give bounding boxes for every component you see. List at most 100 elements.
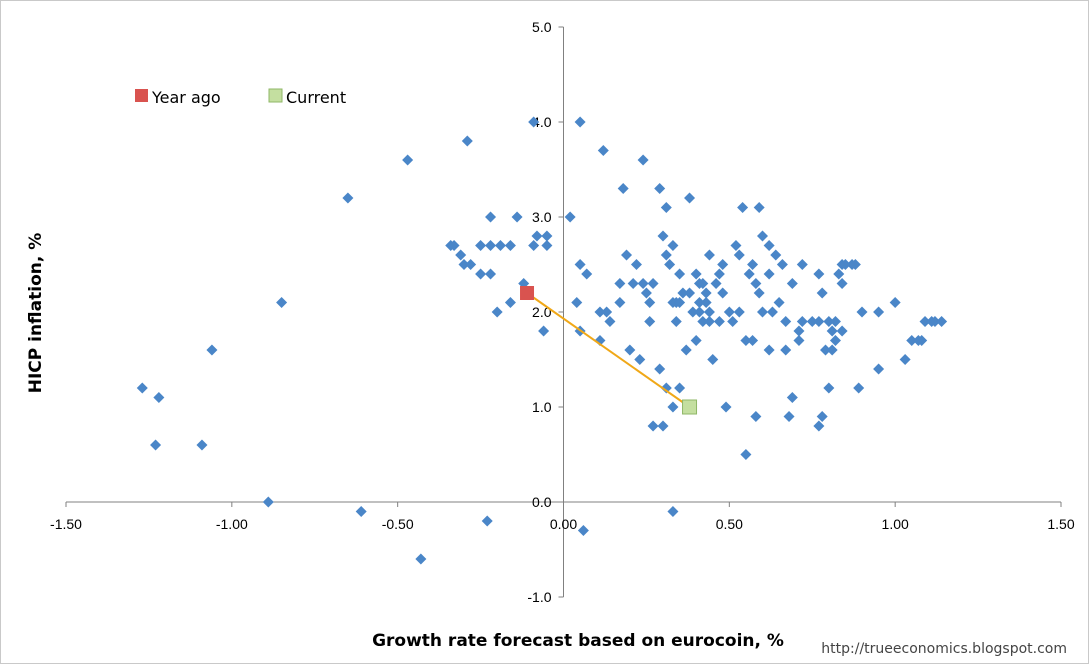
data-point: [660, 249, 672, 261]
data-point: [627, 278, 639, 289]
data-point: [836, 325, 848, 337]
data-point: [720, 401, 732, 413]
data-point: [637, 154, 649, 166]
data-point: [700, 297, 712, 308]
data-point: [750, 411, 762, 422]
y-tick-label: 1.0: [532, 399, 552, 415]
data-point: [936, 316, 948, 327]
data-point: [541, 240, 553, 251]
data-point: [730, 240, 742, 251]
data-point: [889, 297, 901, 308]
data-point: [465, 259, 477, 270]
data-point: [504, 240, 516, 251]
data-point: [786, 392, 798, 403]
data-point: [644, 316, 656, 327]
data-point: [448, 240, 460, 251]
data-point: [763, 268, 775, 280]
data-point: [690, 335, 702, 346]
data-point: [793, 335, 805, 346]
data-point: [796, 316, 808, 327]
x-tick-label: 1.00: [882, 516, 909, 532]
data-point: [906, 335, 918, 346]
data-point: [680, 344, 692, 356]
data-point: [674, 297, 686, 308]
data-point: [753, 287, 765, 299]
legend: Year ago Current: [135, 88, 346, 107]
data-point: [654, 363, 666, 375]
y-tick-label: 4.0: [532, 114, 552, 130]
x-tick-label: -1.00: [216, 516, 248, 532]
data-point: [743, 268, 755, 280]
data-point: [687, 306, 699, 318]
data-point: [136, 382, 148, 394]
data-point: [849, 259, 861, 270]
data-point: [674, 268, 686, 280]
data-point: [713, 316, 725, 327]
data-point: [710, 278, 722, 289]
data-point: [581, 268, 593, 280]
data-point: [597, 145, 609, 156]
data-points: [136, 116, 948, 565]
data-point: [690, 268, 702, 280]
data-point: [630, 259, 642, 270]
data-point: [262, 496, 274, 508]
data-point: [538, 325, 550, 337]
data-point: [491, 306, 503, 318]
data-point: [614, 278, 626, 289]
data-point: [793, 325, 805, 337]
data-point: [660, 382, 672, 394]
data-point: [664, 259, 676, 270]
x-axis-ticks: -1.50 -1.00 -0.50 0.00 0.50 1.00 1.50: [50, 502, 1075, 532]
current-marker: [682, 399, 698, 415]
x-tick-label: 1.50: [1047, 516, 1074, 532]
y-axis-ticks: -1.0 0.0 1.0 2.0 3.0 4.0 5.0: [527, 19, 564, 605]
data-point: [820, 344, 832, 356]
data-point: [703, 316, 715, 327]
data-point: [707, 354, 719, 365]
y-tick-label: -1.0: [527, 589, 551, 605]
data-point: [839, 259, 851, 270]
data-point: [813, 420, 825, 432]
data-point: [829, 316, 841, 327]
legend-swatch-year-ago: [135, 89, 148, 102]
data-point: [601, 306, 613, 318]
data-point: [697, 316, 709, 327]
legend-swatch-current: [268, 88, 283, 103]
data-point: [929, 316, 941, 327]
data-point: [796, 259, 808, 270]
data-point: [647, 278, 659, 289]
data-point: [713, 268, 725, 280]
data-point: [786, 278, 798, 289]
data-point: [677, 287, 689, 299]
year-ago-to-current-line: [526, 292, 691, 408]
data-point: [667, 240, 679, 251]
data-point: [693, 306, 705, 318]
data-point: [481, 515, 493, 527]
data-point: [475, 268, 487, 280]
data-point: [816, 287, 828, 299]
data-point: [660, 202, 672, 213]
data-point: [703, 306, 715, 318]
data-point: [667, 506, 679, 517]
y-tick-label: 2.0: [532, 304, 552, 320]
data-point: [494, 240, 506, 251]
data-point: [614, 297, 626, 308]
x-tick-label: -1.50: [50, 516, 82, 532]
data-point: [577, 525, 589, 536]
data-point: [717, 259, 729, 270]
data-point: [657, 230, 669, 242]
x-tick-label: 0.50: [716, 516, 743, 532]
data-point: [806, 316, 818, 327]
data-point: [753, 202, 765, 213]
data-point: [541, 230, 553, 242]
data-point: [485, 268, 497, 280]
data-point: [485, 211, 497, 223]
data-point: [574, 259, 586, 270]
data-point: [594, 306, 606, 318]
data-point: [757, 230, 768, 242]
data-point: [697, 278, 709, 289]
data-point: [670, 316, 682, 327]
data-point: [899, 354, 911, 365]
